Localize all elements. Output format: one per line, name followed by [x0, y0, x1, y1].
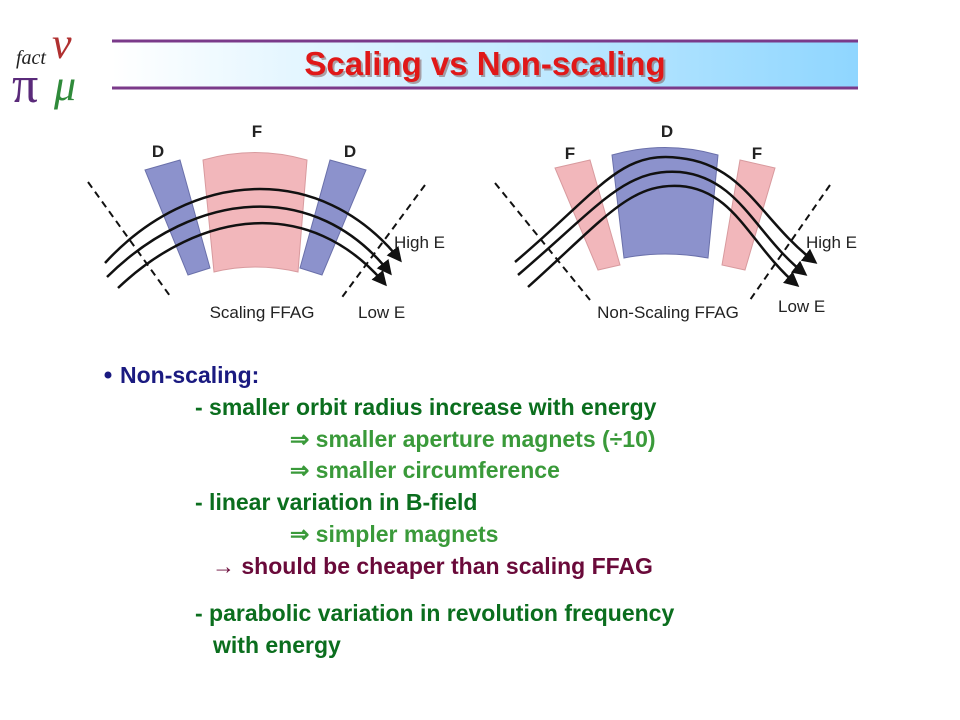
orbit	[117, 221, 387, 289]
magnet-label: D	[661, 122, 673, 141]
orbit	[104, 187, 402, 264]
magnet-label: D	[152, 142, 164, 161]
bullet-line: - linear variation in B-field	[195, 489, 477, 515]
logo: fact ν π μ	[12, 19, 76, 114]
bullet-line: - smaller orbit radius increase with ene…	[195, 394, 657, 420]
bullet-line: - parabolic variation in revolution freq…	[195, 600, 674, 626]
bullet-dot	[104, 371, 112, 379]
orbit	[514, 155, 818, 264]
bullet-line: ⇒ smaller aperture magnets (÷10)	[290, 426, 656, 452]
high-energy-label: High E	[806, 233, 857, 252]
logo-text: fact	[16, 47, 46, 69]
title-bar	[112, 41, 858, 88]
bullet-line: with energy	[212, 632, 341, 658]
title: Scaling vs Non-scaling	[304, 45, 665, 82]
bullet-line: ⇒ smaller circumference	[290, 457, 560, 483]
bullet-line: → should be cheaper than scaling FFAG	[212, 553, 653, 579]
logo-symbol: π	[12, 57, 38, 114]
dashed-line	[494, 182, 591, 301]
bullet-line: ⇒ simpler magnets	[290, 521, 498, 547]
orbit	[517, 170, 808, 276]
non-scaling-diagram: F D F High E Low E Non-Scaling FFAG	[494, 122, 857, 322]
bullet-heading: Non-scaling:	[120, 362, 259, 388]
magnet-f	[202, 152, 308, 273]
magnet-label: F	[252, 122, 262, 141]
diagram-caption: Non-Scaling FFAG	[597, 303, 739, 322]
high-energy-label: High E	[394, 233, 445, 252]
title-shadow: Scaling vs Non-scaling	[306, 47, 667, 84]
magnet-label: F	[565, 144, 575, 163]
low-energy-label: Low E	[358, 303, 405, 322]
magnet-label: D	[344, 142, 356, 161]
magnet-label: F	[752, 144, 762, 163]
magnet-d	[144, 159, 211, 276]
diagram-caption: Scaling FFAG	[210, 303, 315, 322]
logo-symbol: ν	[52, 19, 72, 68]
logo-symbol: μ	[53, 61, 76, 110]
orbit	[527, 184, 800, 288]
orbit	[106, 205, 392, 278]
scaling-diagram: D F D High E Low E Scaling FFAG	[87, 122, 445, 322]
low-energy-label: Low E	[778, 297, 825, 316]
